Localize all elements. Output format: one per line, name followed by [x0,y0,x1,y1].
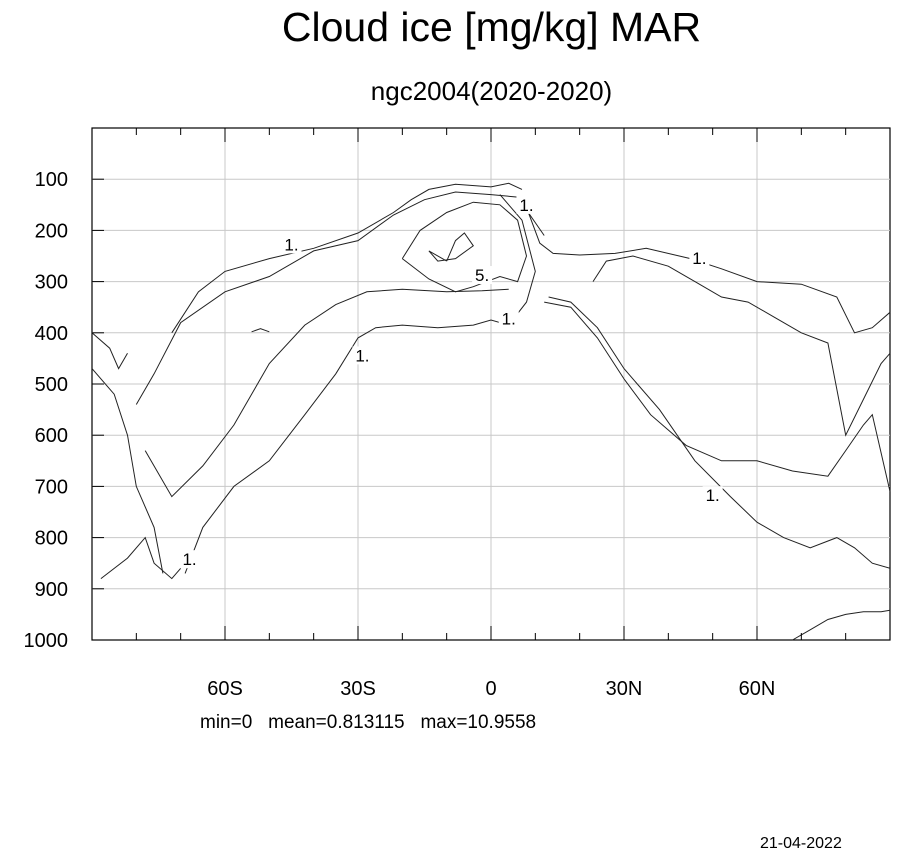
x-tick-label: 0 [485,678,496,700]
y-tick-label: 900 [35,579,68,601]
contour-line-1 [171,182,523,334]
contour-line-1 [544,301,891,492]
contour-label: 1. [706,486,720,505]
contour-label: 1. [692,249,706,268]
contour-label: 1. [502,310,516,329]
contour-label-bg [498,309,519,328]
tick-layer: 60S 30S 0 30N 60N 100 200 300 400 500 600 700 800 900… [24,128,847,700]
contour-label-bg [516,195,537,214]
contour-label-bg [702,486,723,505]
contour-line-1 [251,328,270,333]
contour-label-bg [689,249,710,268]
chart-title: Cloud ice [mg/kg] MAR [281,4,702,50]
y-tick-label: 700 [35,476,68,498]
contour-label: 1. [182,550,196,569]
date-stamp: 21-04-2022 [760,835,842,852]
contour-line-1 [548,296,891,569]
contour-label-bg [472,266,493,285]
contour-line-1 [100,536,182,580]
contour-label-bg [352,346,373,365]
contour-line-1 [91,368,164,574]
chart-subtitle: ngc2004(2020-2020) [370,76,613,106]
contour-label: 1. [284,235,298,254]
contour-line-1 [184,194,536,574]
contour-label-bg [179,550,200,569]
contour-line-5 [401,201,528,293]
contour-line-5 [428,232,474,262]
contour-line-1 [135,191,545,405]
contour-label-layer: 1. 1. 1. 5. 1. 1. 1. 1. [179,195,723,569]
contour-line-1 [526,207,891,334]
contour-label-bg [281,235,302,254]
contour-label: 5. [475,266,489,285]
y-tick-label: 1000 [24,630,69,652]
stat-min: min=0 [200,712,253,733]
y-tick-label: 800 [35,528,68,550]
contour-line-1 [792,609,891,641]
contour-line-1 [592,255,891,437]
x-tick-label: 60N [739,678,776,700]
contour-label: 1. [519,196,533,215]
y-tick-label: 300 [35,272,68,294]
stat-mean: mean=0.813115 [268,712,405,733]
contour-line-1 [144,288,509,498]
y-tick-label: 200 [35,220,68,242]
grid-layer [92,128,890,640]
x-tick-label: 30N [606,678,643,700]
y-tick-label: 500 [35,374,68,396]
stats-line: min=0 mean=0.813115 max=10.9558 [200,712,536,734]
x-tick-label: 30S [340,678,376,700]
stat-max: max=10.9558 [420,712,537,733]
y-tick-label: 100 [35,169,68,191]
contour-label: 1. [355,346,369,365]
y-tick-label: 400 [35,323,68,345]
x-tick-label: 60S [207,678,243,700]
contour-line-1 [91,332,128,370]
y-tick-label: 600 [35,425,68,447]
